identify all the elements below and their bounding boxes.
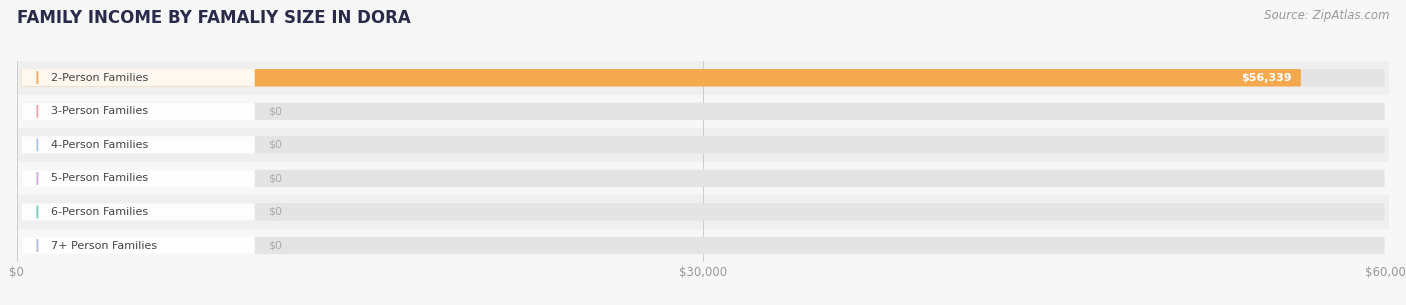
Text: 2-Person Families: 2-Person Families [51,73,149,83]
FancyBboxPatch shape [21,102,254,120]
FancyBboxPatch shape [21,102,1385,120]
FancyBboxPatch shape [21,170,254,187]
FancyBboxPatch shape [17,95,1389,128]
FancyBboxPatch shape [21,203,254,221]
FancyBboxPatch shape [21,237,254,254]
Text: Source: ZipAtlas.com: Source: ZipAtlas.com [1264,9,1389,22]
Text: 6-Person Families: 6-Person Families [51,207,148,217]
Text: $0: $0 [269,140,283,150]
FancyBboxPatch shape [17,195,1389,229]
Text: 7+ Person Families: 7+ Person Families [51,241,157,250]
Text: 4-Person Families: 4-Person Families [51,140,149,150]
Text: $0: $0 [269,241,283,250]
Text: $0: $0 [269,174,283,183]
Text: $0: $0 [269,207,283,217]
Text: FAMILY INCOME BY FAMALIY SIZE IN DORA: FAMILY INCOME BY FAMALIY SIZE IN DORA [17,9,411,27]
FancyBboxPatch shape [21,237,1385,254]
FancyBboxPatch shape [21,136,254,154]
FancyBboxPatch shape [21,136,1385,154]
Text: 5-Person Families: 5-Person Families [51,174,148,183]
FancyBboxPatch shape [17,162,1389,195]
FancyBboxPatch shape [17,229,1389,262]
FancyBboxPatch shape [21,170,1385,187]
FancyBboxPatch shape [21,69,1301,87]
FancyBboxPatch shape [21,203,1385,221]
Text: 3-Person Families: 3-Person Families [51,106,148,116]
FancyBboxPatch shape [21,69,254,87]
Text: $56,339: $56,339 [1241,73,1292,83]
FancyBboxPatch shape [17,61,1389,95]
FancyBboxPatch shape [21,69,1385,87]
FancyBboxPatch shape [17,128,1389,162]
Text: $0: $0 [269,106,283,116]
